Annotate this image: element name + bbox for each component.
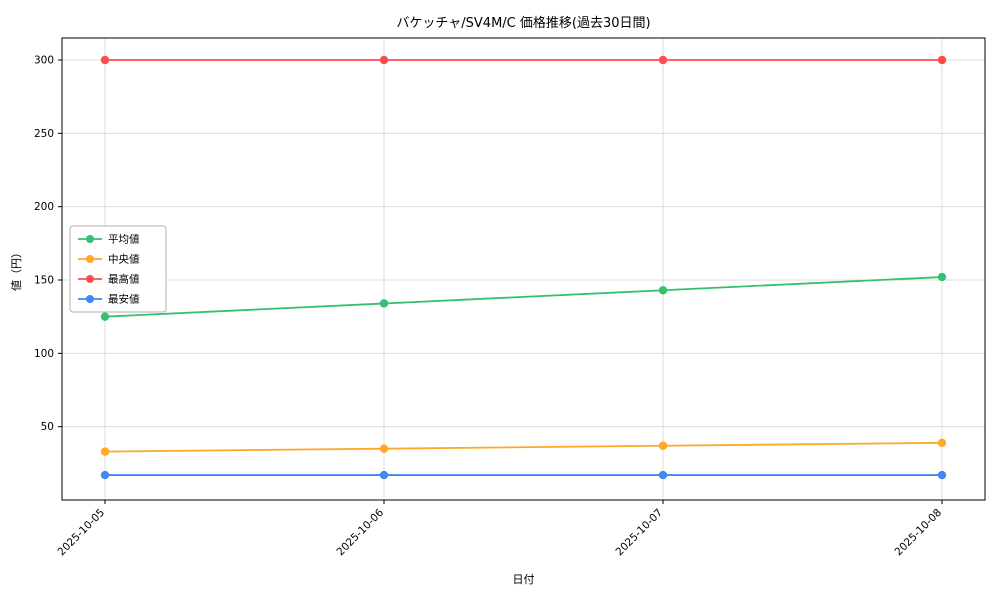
legend-marker bbox=[86, 255, 94, 263]
data-point-marker bbox=[937, 470, 947, 480]
data-point-marker bbox=[100, 312, 110, 321]
series-平均値 bbox=[100, 272, 947, 321]
data-point-marker bbox=[100, 470, 110, 480]
series-line bbox=[104, 441, 943, 453]
legend-label: 中央値 bbox=[108, 253, 140, 266]
x-axis-label: 日付 bbox=[512, 573, 535, 586]
x-tick-label: 2025-10-06 bbox=[334, 506, 386, 558]
data-point-marker bbox=[100, 55, 110, 65]
legend-label: 最安値 bbox=[108, 293, 140, 306]
series-中央値 bbox=[100, 438, 947, 456]
data-point-marker bbox=[379, 55, 389, 65]
data-point-marker bbox=[658, 441, 668, 450]
series-line bbox=[104, 276, 943, 318]
x-tick-labels: 2025-10-05 2025-10-06 2025-10-07 2025-10-08 bbox=[55, 506, 944, 558]
legend-marker bbox=[86, 235, 94, 243]
legend-label: 平均値 bbox=[108, 233, 140, 246]
axis-ticks bbox=[58, 59, 943, 504]
y-tick-label: 150 bbox=[34, 275, 54, 287]
legend-marker bbox=[86, 295, 94, 303]
y-tick-label: 200 bbox=[34, 201, 54, 213]
data-point-marker bbox=[658, 470, 668, 480]
data-point-marker bbox=[937, 272, 947, 282]
x-tick-label: 2025-10-05 bbox=[55, 507, 107, 559]
data-point-marker bbox=[937, 55, 947, 65]
legend-marker bbox=[86, 275, 94, 283]
data-point-marker bbox=[100, 447, 110, 456]
y-tick-label: 100 bbox=[34, 348, 54, 360]
grid-lines bbox=[62, 38, 985, 500]
data-point-marker bbox=[658, 286, 668, 295]
data-point-marker bbox=[937, 438, 947, 447]
data-point-marker bbox=[379, 444, 389, 453]
legend-box bbox=[69, 225, 167, 313]
series-最安値 bbox=[100, 470, 947, 480]
y-tick-label: 50 bbox=[41, 421, 54, 433]
x-tick-label: 2025-10-08 bbox=[892, 507, 944, 559]
chart-title: バケッチャ/SV4M/C 価格推移(過去30日間) bbox=[396, 16, 651, 31]
data-point-marker bbox=[379, 470, 389, 480]
data-point-marker bbox=[379, 299, 389, 308]
plot-frame bbox=[61, 37, 986, 501]
x-tick-label: 2025-10-07 bbox=[613, 507, 665, 559]
series-最高値 bbox=[100, 55, 947, 65]
y-tick-label: 250 bbox=[34, 128, 54, 140]
y-axis-label: 値（円） bbox=[10, 247, 23, 291]
y-tick-labels: 50 100 150 200 250 300 bbox=[34, 55, 54, 434]
data-point-marker bbox=[658, 55, 668, 65]
legend-label: 最高値 bbox=[108, 273, 140, 286]
y-tick-label: 300 bbox=[34, 55, 54, 67]
